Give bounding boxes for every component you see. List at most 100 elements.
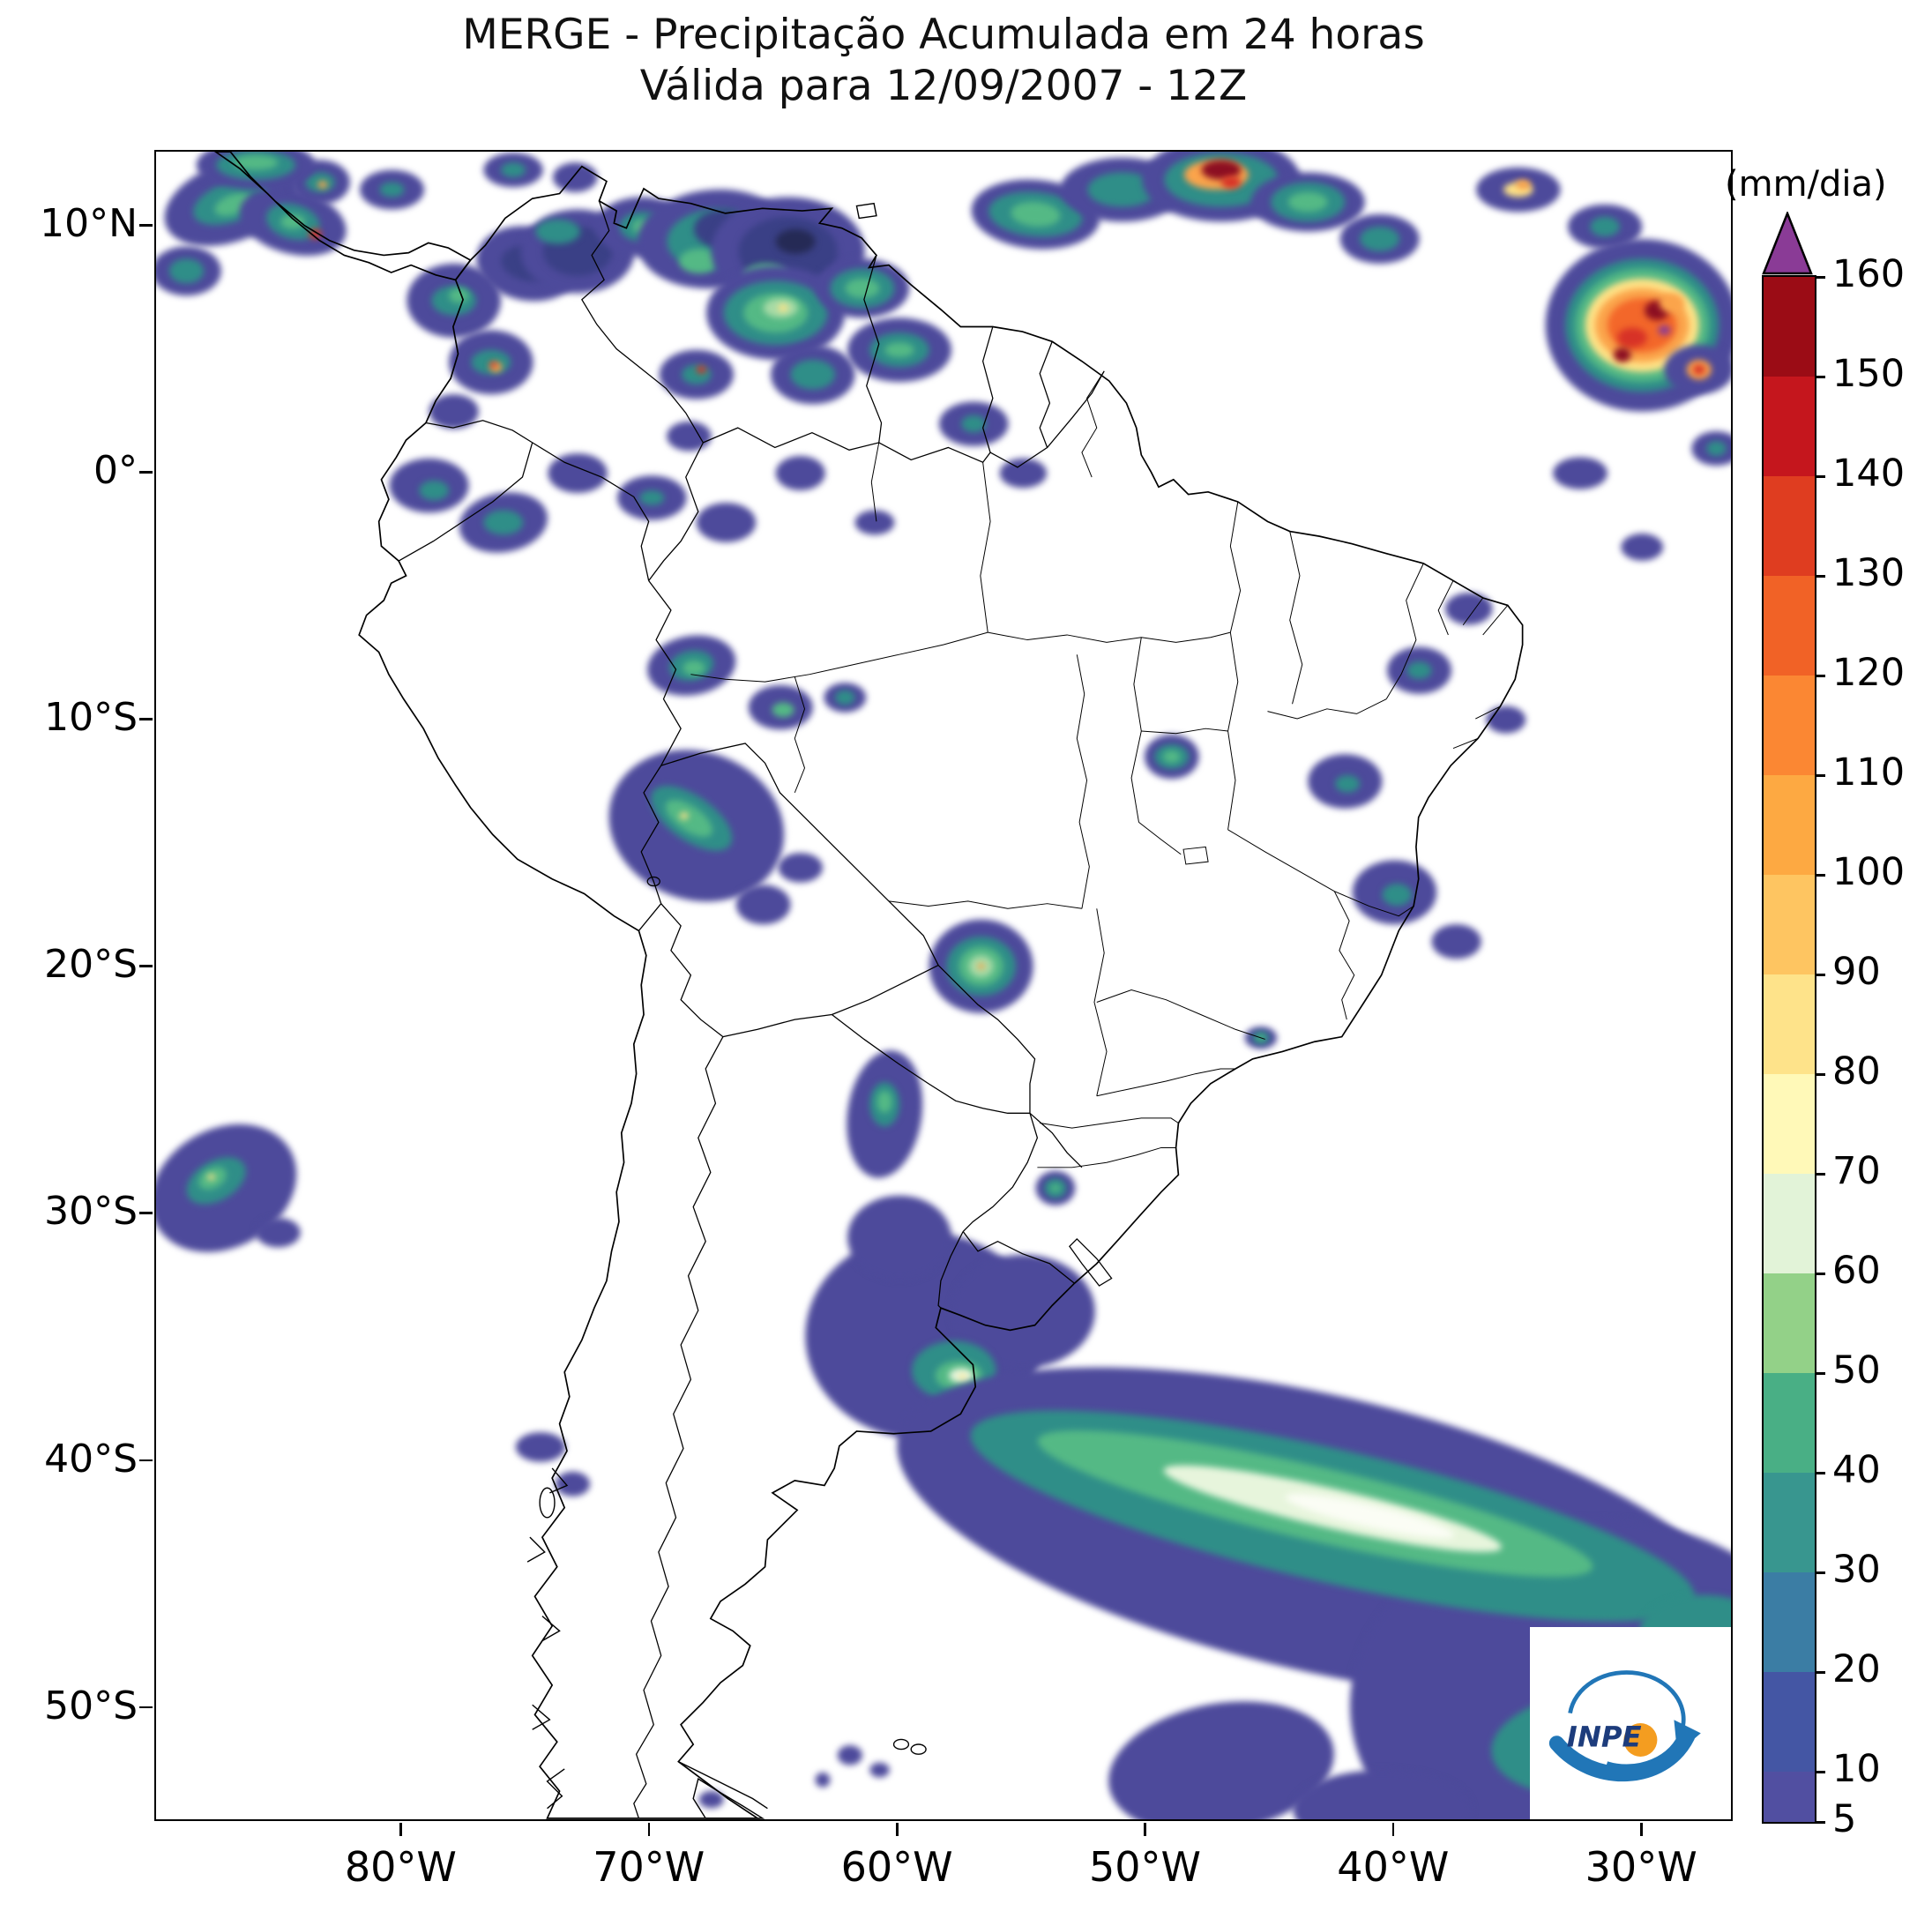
colorbar-segment xyxy=(1764,1074,1815,1175)
colorbar-tick-mark xyxy=(1815,1273,1825,1275)
colorbar-segment xyxy=(1764,1174,1815,1274)
precip-blob xyxy=(449,330,533,395)
colorbar-tick-mark xyxy=(1815,874,1825,877)
precip-blob xyxy=(555,1471,591,1497)
colorbar-tick-mark xyxy=(1815,974,1825,976)
precip-blob xyxy=(706,265,846,360)
x-tick-mark xyxy=(1640,1823,1643,1836)
precip-blob xyxy=(239,187,347,256)
colorbar-tick-mark xyxy=(1815,1771,1825,1773)
precip-blob xyxy=(1691,431,1731,467)
precip-blob xyxy=(659,349,734,399)
precip-blob xyxy=(696,503,757,542)
precip-blob xyxy=(815,258,910,318)
island-trinidad xyxy=(855,202,877,220)
precip-blob xyxy=(771,345,855,405)
precip-blob xyxy=(459,492,548,553)
colorbar-tick-mark xyxy=(1815,475,1825,478)
precip-blob xyxy=(1664,345,1731,395)
colorbar-tick-mark xyxy=(1815,376,1825,378)
colorbar-tick-mark xyxy=(1815,276,1825,279)
precip-blob xyxy=(929,919,1033,1013)
colorbar-tick-label: 70 xyxy=(1832,1149,1881,1194)
colorbar-segment xyxy=(1764,1672,1815,1773)
colorbar-segment xyxy=(1764,1473,1815,1573)
y-tick-mark xyxy=(139,224,153,227)
lake-titicaca xyxy=(646,876,660,887)
precip-blob xyxy=(608,750,785,902)
colorbar-tick-label: 140 xyxy=(1832,452,1906,496)
colorbar-segment xyxy=(1764,1772,1815,1822)
x-tick-label: 40°W xyxy=(1337,1843,1450,1891)
precip-blob xyxy=(1352,860,1437,925)
precip-blob xyxy=(616,475,687,520)
colorbar-tick-mark xyxy=(1815,1671,1825,1674)
y-tick-label: 50°S xyxy=(44,1683,138,1728)
colorbar-tick-mark xyxy=(1815,1073,1825,1076)
precip-blob xyxy=(1545,238,1731,412)
colorbar-over-arrow xyxy=(1762,210,1813,279)
precip-blob xyxy=(407,263,502,338)
y-tick-label: 30°S xyxy=(44,1189,138,1235)
colorbar-tick-label: 100 xyxy=(1832,850,1906,895)
colorbar-tick-mark xyxy=(1815,1571,1825,1574)
x-tick-mark xyxy=(399,1823,402,1836)
precip-blob xyxy=(1339,214,1420,264)
precip-blob xyxy=(775,455,825,491)
colorbar-tick-label: 10 xyxy=(1832,1747,1881,1792)
coastlines-and-borders xyxy=(213,152,1524,1819)
precip-blob xyxy=(483,153,543,188)
precip-blob xyxy=(515,1432,566,1462)
precip-blob xyxy=(847,1050,923,1178)
y-tick-mark xyxy=(139,1459,153,1462)
island-falkland-east xyxy=(910,1743,927,1755)
logo-orange-ball xyxy=(1623,1723,1658,1757)
colorbar-tick-mark xyxy=(1815,1821,1825,1824)
colorbar-segment xyxy=(1764,1373,1815,1474)
colorbar-tick-label: 110 xyxy=(1832,750,1906,795)
precip-blob xyxy=(667,421,712,452)
x-tick-label: 50°W xyxy=(1088,1843,1201,1891)
precip-blob xyxy=(847,317,951,383)
precip-blob xyxy=(1476,167,1561,213)
precip-blob xyxy=(951,1254,1095,1369)
chart-subtitle: Válida para 12/09/2007 - 12Z xyxy=(639,62,1248,110)
x-tick-mark xyxy=(1144,1823,1146,1836)
state-borders-brazil xyxy=(690,370,1509,1168)
colorbar-tick-label: 80 xyxy=(1832,1049,1881,1094)
country-borders xyxy=(398,200,1105,1819)
x-tick-label: 60°W xyxy=(840,1843,953,1891)
lagoa-dos-patos xyxy=(1069,1238,1113,1287)
colorbar-segment xyxy=(1764,377,1815,477)
colorbar-tick-label: 150 xyxy=(1832,352,1906,397)
precip-blob xyxy=(1293,1770,1472,1819)
precip-blob xyxy=(389,458,469,513)
colorbar-tick-label: 30 xyxy=(1832,1548,1881,1593)
logo-text: INPE xyxy=(1567,1721,1642,1754)
precip-blob xyxy=(1163,1465,1502,1552)
y-tick-label: 0° xyxy=(93,448,138,494)
colorbar-segment xyxy=(1764,576,1815,676)
colorbar-segment xyxy=(1764,1273,1815,1374)
y-tick-mark xyxy=(139,965,153,967)
precip-blob xyxy=(1553,457,1608,489)
x-tick-mark xyxy=(1391,1823,1395,1836)
precip-blob xyxy=(429,394,479,429)
colorbar-tick-label: 20 xyxy=(1832,1647,1881,1692)
precip-blob xyxy=(1144,734,1199,780)
colorbar-segment xyxy=(1764,676,1815,776)
precip-blob xyxy=(647,635,736,696)
colorbar-segment xyxy=(1764,974,1815,1075)
y-tick-label: 40°S xyxy=(44,1436,138,1482)
colorbar-tick-mark xyxy=(1815,1472,1825,1474)
y-tick-mark xyxy=(139,471,153,474)
colorbar-tick-label: 60 xyxy=(1832,1249,1881,1294)
colorbar-tick-label: 50 xyxy=(1832,1348,1881,1393)
x-tick-mark xyxy=(896,1823,899,1836)
precip-blob xyxy=(1621,534,1664,561)
precip-blob xyxy=(999,458,1048,489)
chart-title: MERGE - Precipitação Acumulada em 24 hor… xyxy=(462,11,1425,59)
colorbar-tick-label: 5 xyxy=(1832,1797,1857,1841)
colorbar-segment xyxy=(1764,277,1815,377)
